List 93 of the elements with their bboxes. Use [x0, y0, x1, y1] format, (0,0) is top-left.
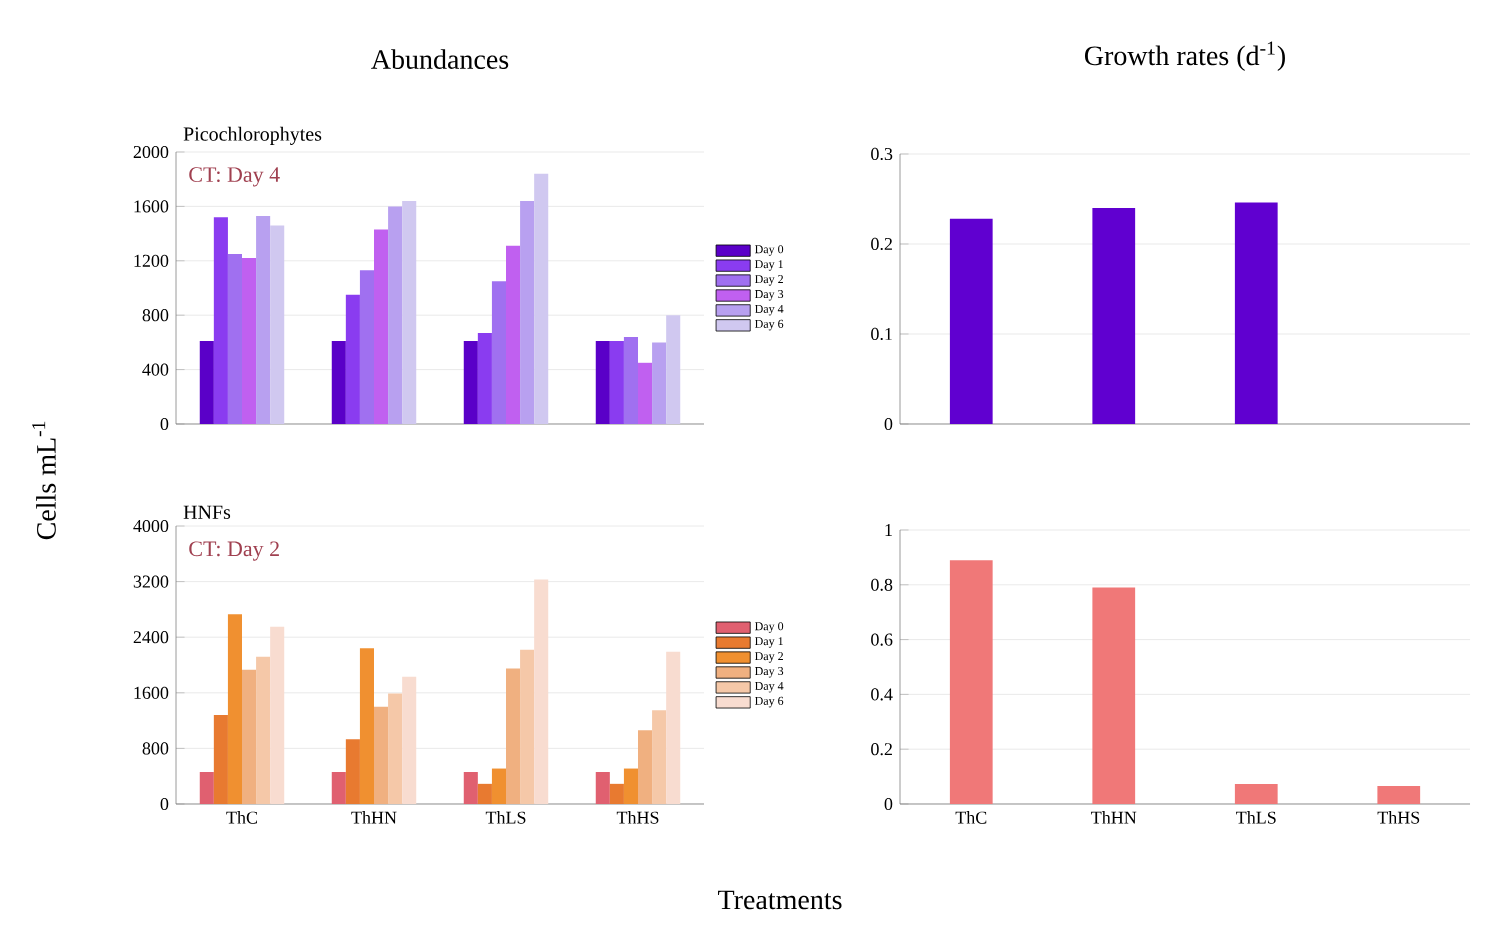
x-tick-label: ThHN	[1091, 811, 1137, 824]
y-tick-label: 800	[142, 309, 169, 322]
y-tick-label: 1200	[134, 254, 169, 267]
y-tick-label: 3200	[133, 575, 169, 588]
bar	[1234, 784, 1278, 804]
bar	[506, 245, 521, 424]
bar	[623, 336, 638, 424]
bar	[402, 200, 417, 424]
bar	[595, 772, 610, 804]
bar	[256, 656, 271, 804]
bar	[256, 215, 271, 424]
bar	[534, 173, 549, 424]
bar	[506, 668, 521, 804]
x-tick-label: ThHS	[616, 811, 659, 824]
bar	[491, 281, 506, 424]
chart-subtitle: Picochlorophytes	[183, 126, 322, 145]
bar	[463, 772, 478, 804]
y-tick-label: 800	[142, 742, 169, 755]
bar	[402, 676, 417, 804]
bar	[331, 772, 346, 804]
bar	[666, 651, 681, 804]
bar	[345, 739, 360, 804]
chart-title: Abundances	[371, 49, 509, 69]
y-axis-title: Cells mL$^{-1}$	[32, 421, 56, 540]
y-tick-label: 2400	[133, 631, 169, 644]
y-tick-label: 1600	[134, 200, 169, 213]
y-tick-label: 400	[142, 363, 169, 376]
bar	[331, 341, 346, 424]
bar	[388, 693, 403, 804]
x-tick-label: ThHS	[1377, 811, 1420, 824]
y-tick-label: 0.4	[871, 688, 893, 701]
bar	[609, 341, 624, 424]
bar	[227, 614, 242, 804]
bar	[270, 626, 285, 804]
bar	[1234, 202, 1278, 424]
bar	[1092, 208, 1136, 424]
bar	[609, 783, 624, 804]
bar	[242, 669, 257, 804]
bar	[388, 206, 403, 424]
bar	[638, 730, 653, 804]
bar	[491, 768, 506, 804]
x-tick-label: ThLS	[1236, 811, 1276, 824]
bar	[1092, 587, 1136, 804]
bar	[534, 579, 549, 804]
y-tick-label: 2000	[133, 145, 169, 159]
y-tick-label: 0.6	[871, 633, 893, 646]
bar	[359, 270, 374, 424]
chart-subtitle: HNFs	[183, 505, 231, 519]
y-tick-label: 0.2	[871, 743, 892, 756]
y-tick-label: 0.2	[871, 237, 892, 251]
y-tick-label: 0.1	[871, 327, 892, 341]
bar	[1377, 785, 1421, 804]
x-tick-label: ThC	[955, 811, 987, 824]
bar	[199, 772, 214, 804]
bar	[345, 294, 360, 424]
bar	[623, 768, 638, 804]
annotation: CT: Day 4	[189, 167, 280, 187]
x-tick-label: ThC	[226, 811, 258, 824]
annotation: CT: Day 2	[189, 541, 279, 561]
y-tick-label: 1	[885, 524, 892, 536]
bar	[374, 229, 389, 424]
bar	[949, 560, 993, 804]
bar	[652, 710, 667, 804]
chart-title: Growth rates (d$^{-1}$)	[1084, 41, 1285, 71]
bar	[477, 783, 492, 804]
y-tick-label: 1600	[134, 686, 169, 699]
bar	[520, 649, 535, 804]
bar	[666, 315, 681, 424]
y-tick-label: 4000	[133, 519, 169, 533]
bar	[652, 342, 667, 424]
bar	[374, 706, 389, 804]
x-tick-label: ThLS	[485, 811, 526, 824]
bar	[270, 225, 285, 424]
y-tick-label: 0.3	[871, 147, 893, 161]
bar	[199, 341, 214, 424]
bar	[463, 341, 478, 424]
bar	[477, 332, 492, 424]
bar	[359, 648, 374, 804]
bar	[213, 217, 228, 424]
x-axis-title: Treatments	[718, 890, 842, 910]
bar	[227, 254, 242, 424]
y-tick-label: 0	[884, 797, 893, 811]
bar	[949, 218, 993, 424]
x-tick-label: ThHN	[351, 811, 397, 824]
y-tick-label: 0	[160, 797, 169, 811]
bar	[638, 362, 653, 424]
y-tick-label: 0	[884, 417, 893, 431]
bar	[213, 715, 228, 804]
bar	[595, 341, 610, 424]
bar	[242, 258, 257, 424]
y-tick-label: 0.8	[871, 578, 893, 591]
y-tick-label: 0	[160, 417, 169, 431]
bar	[520, 200, 535, 424]
